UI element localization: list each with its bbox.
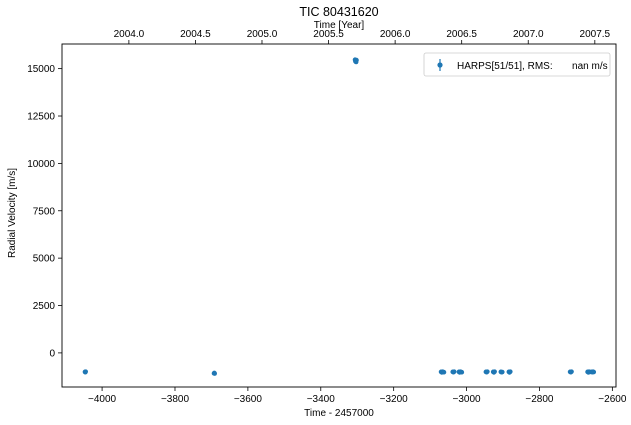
x-axis-label: Time - 2457000 [304,408,374,419]
data-point [492,369,497,374]
data-point [591,369,597,375]
x-tick-label: −2800 [525,394,554,405]
legend-label: HARPS[51/51], RMS: nan m/s [457,61,608,72]
data-points [82,57,597,376]
data-point [485,369,490,374]
y-tick-label: 10000 [27,159,55,170]
data-point [451,369,457,374]
data-point [212,371,218,376]
data-point [459,369,465,375]
axis-ticks: −4000 −3800 −3600 −3400 −3200 −3000 −2800 −2600… [27,29,627,405]
top-tick-label: 2006.5 [446,29,477,40]
x-tick-label: −3800 [161,394,190,405]
x-tick-label: −4000 [88,394,117,405]
y-tick-label: 15000 [27,64,55,75]
top-tick-label: 2006.0 [380,29,411,40]
x-tick-label: −3000 [453,394,482,405]
chart-title: TIC 80431620 [299,5,378,19]
data-point [499,369,505,375]
y-tick-label: 7500 [33,206,56,217]
x-tick-label: −2600 [598,394,627,405]
top-tick-label: 2007.0 [513,29,544,40]
data-point [441,369,447,375]
x-tick-label: −3400 [307,394,336,405]
data-point [83,369,88,374]
y-tick-label: 12500 [27,112,55,123]
data-point [354,57,359,63]
plot-frame [61,43,617,388]
top-axis-label: Time [Year] [314,20,365,31]
y-axis-label: Radial Velocity [m/s] [7,168,18,258]
legend: HARPS[51/51], RMS: nan m/s [423,52,611,77]
data-point [569,369,574,374]
legend-box [423,52,611,77]
y-tick-label: 0 [49,348,55,359]
top-tick-label: 2005.5 [313,29,344,40]
top-tick-label: 2004.5 [180,29,211,40]
legend-marker [437,62,443,68]
top-tick-label: 2005.0 [247,29,278,40]
data-point [508,369,513,374]
x-tick-label: −3200 [380,394,409,405]
y-tick-label: 5000 [33,254,56,265]
top-tick-label: 2004.0 [114,29,145,40]
top-tick-label: 2007.5 [580,29,611,40]
x-tick-label: −3600 [234,394,263,405]
y-tick-label: 2500 [33,301,56,312]
